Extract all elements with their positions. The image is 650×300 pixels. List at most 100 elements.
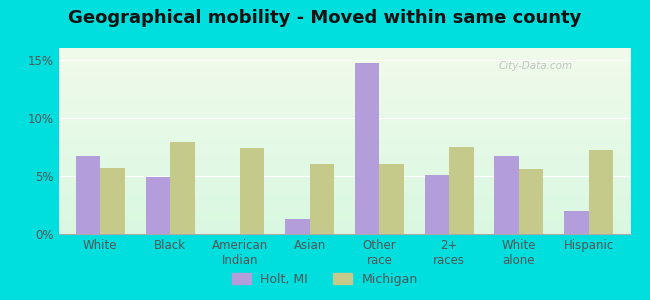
Bar: [58, 96, 630, 97]
Bar: [58, 226, 630, 227]
Bar: [58, 154, 630, 155]
Bar: [58, 168, 630, 169]
Bar: [58, 142, 630, 143]
Bar: [58, 215, 630, 216]
Bar: [58, 108, 630, 110]
Bar: [58, 148, 630, 149]
Bar: [58, 76, 630, 77]
Bar: [58, 98, 630, 99]
Bar: [58, 131, 630, 132]
Bar: [58, 119, 630, 120]
Bar: [146, 177, 170, 234]
Bar: [58, 150, 630, 151]
Bar: [58, 222, 630, 223]
Bar: [58, 105, 630, 106]
Bar: [58, 183, 630, 184]
Bar: [58, 172, 630, 173]
Bar: [58, 140, 630, 141]
Bar: [58, 97, 630, 98]
Bar: [58, 153, 630, 154]
Bar: [58, 166, 630, 167]
Bar: [58, 210, 630, 211]
Bar: [58, 219, 630, 220]
Bar: [100, 168, 125, 234]
Bar: [58, 125, 630, 126]
Bar: [58, 90, 630, 91]
Bar: [58, 72, 630, 73]
Bar: [58, 179, 630, 180]
Bar: [58, 195, 630, 196]
Bar: [58, 230, 630, 231]
Bar: [58, 200, 630, 202]
Bar: [58, 182, 630, 183]
Bar: [58, 111, 630, 112]
Bar: [58, 88, 630, 89]
Bar: [58, 181, 630, 182]
Bar: [58, 203, 630, 204]
Bar: [58, 57, 630, 58]
Bar: [58, 114, 630, 115]
Bar: [58, 218, 630, 219]
Bar: [495, 156, 519, 234]
Bar: [519, 169, 543, 234]
Bar: [58, 80, 630, 82]
Bar: [58, 212, 630, 213]
Bar: [76, 156, 100, 234]
Bar: [58, 116, 630, 117]
Bar: [58, 176, 630, 177]
Bar: [58, 62, 630, 63]
Bar: [58, 188, 630, 189]
Bar: [58, 112, 630, 113]
Bar: [58, 85, 630, 86]
Bar: [58, 64, 630, 65]
Bar: [58, 103, 630, 104]
Bar: [58, 178, 630, 179]
Bar: [58, 58, 630, 59]
Bar: [58, 177, 630, 178]
Bar: [58, 124, 630, 125]
Bar: [58, 196, 630, 197]
Bar: [58, 162, 630, 163]
Bar: [58, 173, 630, 175]
Bar: [58, 56, 630, 57]
Bar: [58, 190, 630, 191]
Bar: [58, 99, 630, 100]
Bar: [58, 228, 630, 229]
Bar: [58, 91, 630, 92]
Bar: [58, 152, 630, 153]
Bar: [58, 157, 630, 158]
Bar: [58, 136, 630, 137]
Bar: [564, 211, 589, 234]
Bar: [58, 86, 630, 87]
Bar: [58, 70, 630, 71]
Bar: [58, 61, 630, 62]
Bar: [58, 194, 630, 195]
Bar: [58, 84, 630, 85]
Bar: [58, 135, 630, 136]
Bar: [58, 231, 630, 232]
Bar: [58, 133, 630, 134]
Bar: [58, 137, 630, 138]
Bar: [58, 144, 630, 145]
Bar: [58, 50, 630, 51]
Bar: [58, 82, 630, 83]
Bar: [58, 164, 630, 165]
Bar: [58, 130, 630, 131]
Bar: [58, 202, 630, 203]
Bar: [58, 205, 630, 206]
Bar: [58, 165, 630, 166]
Bar: [58, 48, 630, 49]
Bar: [58, 223, 630, 224]
Bar: [58, 117, 630, 118]
Bar: [58, 180, 630, 181]
Bar: [58, 202, 630, 203]
Bar: [58, 199, 630, 200]
Bar: [58, 207, 630, 208]
Bar: [58, 68, 630, 69]
Bar: [58, 225, 630, 226]
Bar: [58, 227, 630, 228]
Bar: [58, 67, 630, 68]
Bar: [58, 100, 630, 101]
Bar: [58, 122, 630, 123]
Bar: [58, 211, 630, 212]
